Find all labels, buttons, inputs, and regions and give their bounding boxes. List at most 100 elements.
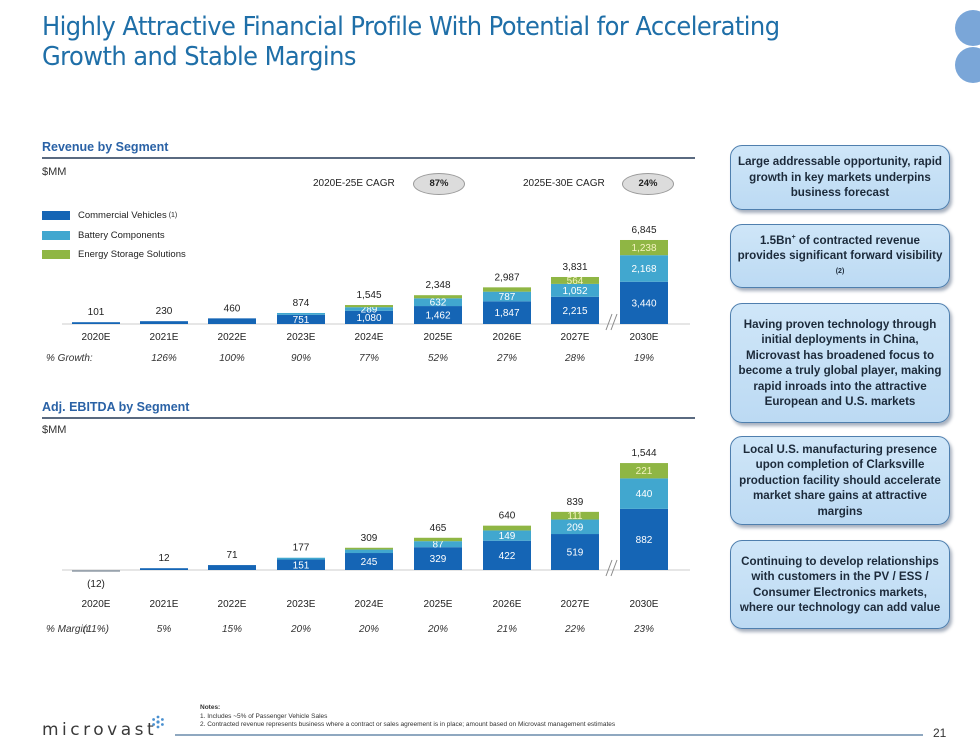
x-tick-label: 2021E: [150, 599, 179, 610]
margin-value: 20%: [358, 624, 379, 635]
legend-label: Energy Storage Solutions: [78, 248, 186, 260]
segment-value-label: 564: [567, 276, 584, 287]
bar-segment-energy-storage-solutions: [483, 525, 531, 531]
total-value-label: 6,845: [631, 225, 656, 236]
segment-value-label: 882: [636, 535, 653, 546]
callout-footnote: (2): [835, 267, 845, 275]
page-title: Highly Attractive Financial Profile With…: [42, 12, 780, 72]
x-tick-label: 2020E: [82, 332, 111, 343]
revenue-section-rule: [42, 157, 695, 159]
bar-segment-battery-components: [620, 255, 668, 282]
growth-value: 19%: [634, 353, 654, 364]
axis-break-mark-icon: [605, 559, 613, 577]
legend-label: Battery Components: [78, 229, 165, 241]
margin-value: 15%: [222, 624, 242, 635]
cagr-2020-25-value: 87%: [413, 173, 465, 195]
legend-swatch-commercial-vehicles: [42, 210, 70, 220]
segment-value-label: 149: [499, 531, 516, 542]
bar-segment-commercial-vehicles: [277, 559, 325, 570]
footer-rule: [175, 734, 923, 736]
segment-value-label: 751: [293, 315, 310, 326]
legend-swatch-energy-storage: [42, 249, 70, 259]
legend-battery-components: Battery Components: [42, 229, 165, 241]
decorative-dot-top: [955, 10, 980, 46]
callout-text: Large addressable opportunity, rapid gro…: [738, 155, 942, 200]
callout-text: Local U.S. manufacturing presence upon c…: [739, 442, 941, 518]
x-tick-label: 2025E: [424, 332, 453, 343]
total-value-label: 12: [158, 553, 170, 564]
callout-us-manufacturing: Local U.S. manufacturing presence upon c…: [730, 436, 950, 525]
total-value-label: 3,831: [562, 262, 587, 273]
segment-value-label: 3,440: [631, 298, 656, 309]
segment-value-label: 787: [499, 292, 516, 303]
segment-value-label: 209: [567, 522, 584, 533]
x-tick-label: 2026E: [493, 599, 522, 610]
margin-value: (11%): [83, 624, 109, 635]
total-value-label: 839: [567, 497, 584, 508]
bar-segment-energy-storage-solutions: [620, 239, 668, 256]
bar-segment-battery-components: [414, 541, 462, 548]
callout-text-pre: 1.5Bn: [759, 233, 792, 247]
revenue-unit-label: $MM: [42, 166, 67, 178]
x-tick-label: 2027E: [561, 599, 590, 610]
margin-value: 21%: [496, 624, 517, 635]
bar-segment-energy-storage-solutions: [483, 287, 531, 292]
segment-value-label: 2,215: [562, 306, 587, 317]
bar-segment-commercial-vehicles: [208, 565, 256, 570]
total-value-label: 465: [430, 523, 447, 534]
bar-segment-commercial-vehicles: [620, 281, 668, 324]
bar-segment-battery-components: [620, 478, 668, 509]
cagr-2025-30-value: 24%: [622, 173, 674, 195]
notes-heading: Notes:: [200, 704, 221, 711]
x-tick-label: 2030E: [630, 599, 659, 610]
segment-value-label: 151: [293, 560, 310, 571]
margin-value: 5%: [157, 624, 172, 635]
bar-segment-energy-storage-solutions: [551, 276, 599, 284]
bar-segment-commercial-vehicles: [140, 568, 188, 570]
bar-segment-energy-storage-solutions: [414, 537, 462, 542]
total-value-label: 71: [226, 550, 238, 561]
legend-commercial-vehicles: Commercial Vehicles (1): [42, 209, 177, 221]
total-value-label: 230: [156, 306, 173, 317]
bar-segment-energy-storage-solutions: [620, 463, 668, 479]
total-value-label: 640: [499, 511, 516, 522]
total-value-label: 177: [293, 543, 310, 554]
segment-value-label: 1,080: [356, 313, 381, 324]
bar-segment-energy-storage-solutions: [551, 511, 599, 520]
bar-segment-commercial-vehicles: [620, 508, 668, 570]
bar-segment-commercial-vehicles: [551, 534, 599, 570]
total-value-label: 874: [293, 298, 310, 309]
growth-value: 77%: [359, 353, 379, 364]
growth-value: 28%: [564, 353, 585, 364]
total-value-label: (12): [87, 579, 105, 590]
x-tick-label: 2024E: [355, 599, 384, 610]
margin-value: 23%: [633, 624, 654, 635]
bar-segment-commercial-vehicles: [551, 296, 599, 324]
ebitda-section-rule: [42, 417, 695, 419]
x-tick-label: 2025E: [424, 599, 453, 610]
ebitda-unit-label: $MM: [42, 424, 67, 436]
axis-break-mark-icon: [610, 559, 618, 577]
cagr-2025-30-label: 2025E-30E CAGR: [523, 178, 605, 189]
total-value-label: 1,545: [356, 290, 381, 301]
segment-value-label: 329: [430, 554, 447, 565]
page-number: 21: [933, 726, 947, 740]
x-tick-label: 2021E: [150, 332, 179, 343]
legend-energy-storage: Energy Storage Solutions: [42, 248, 186, 260]
ebitda-section-heading: Adj. EBITDA by Segment: [42, 400, 190, 414]
note-2: 2. Contracted revenue represents busines…: [200, 721, 616, 728]
total-value-label: 1,544: [631, 448, 656, 459]
bar-segment-battery-components: [414, 298, 462, 307]
bar-segment-battery-components: [551, 283, 599, 297]
x-tick-label: 2022E: [218, 599, 247, 610]
total-value-label: 101: [88, 307, 105, 318]
segment-value-label: 1,462: [425, 311, 450, 322]
bar-segment-commercial-vehicles: [72, 322, 120, 324]
growth-row-label: % Growth:: [46, 353, 93, 364]
bar-segment-battery-components: [483, 291, 531, 302]
bar-segment-battery-components: [483, 530, 531, 541]
bar-segment-battery-components: [277, 312, 325, 315]
legend-label: Commercial Vehicles: [78, 209, 167, 221]
microvast-logo-mark-icon: [152, 715, 164, 729]
margin-value: 20%: [427, 624, 448, 635]
